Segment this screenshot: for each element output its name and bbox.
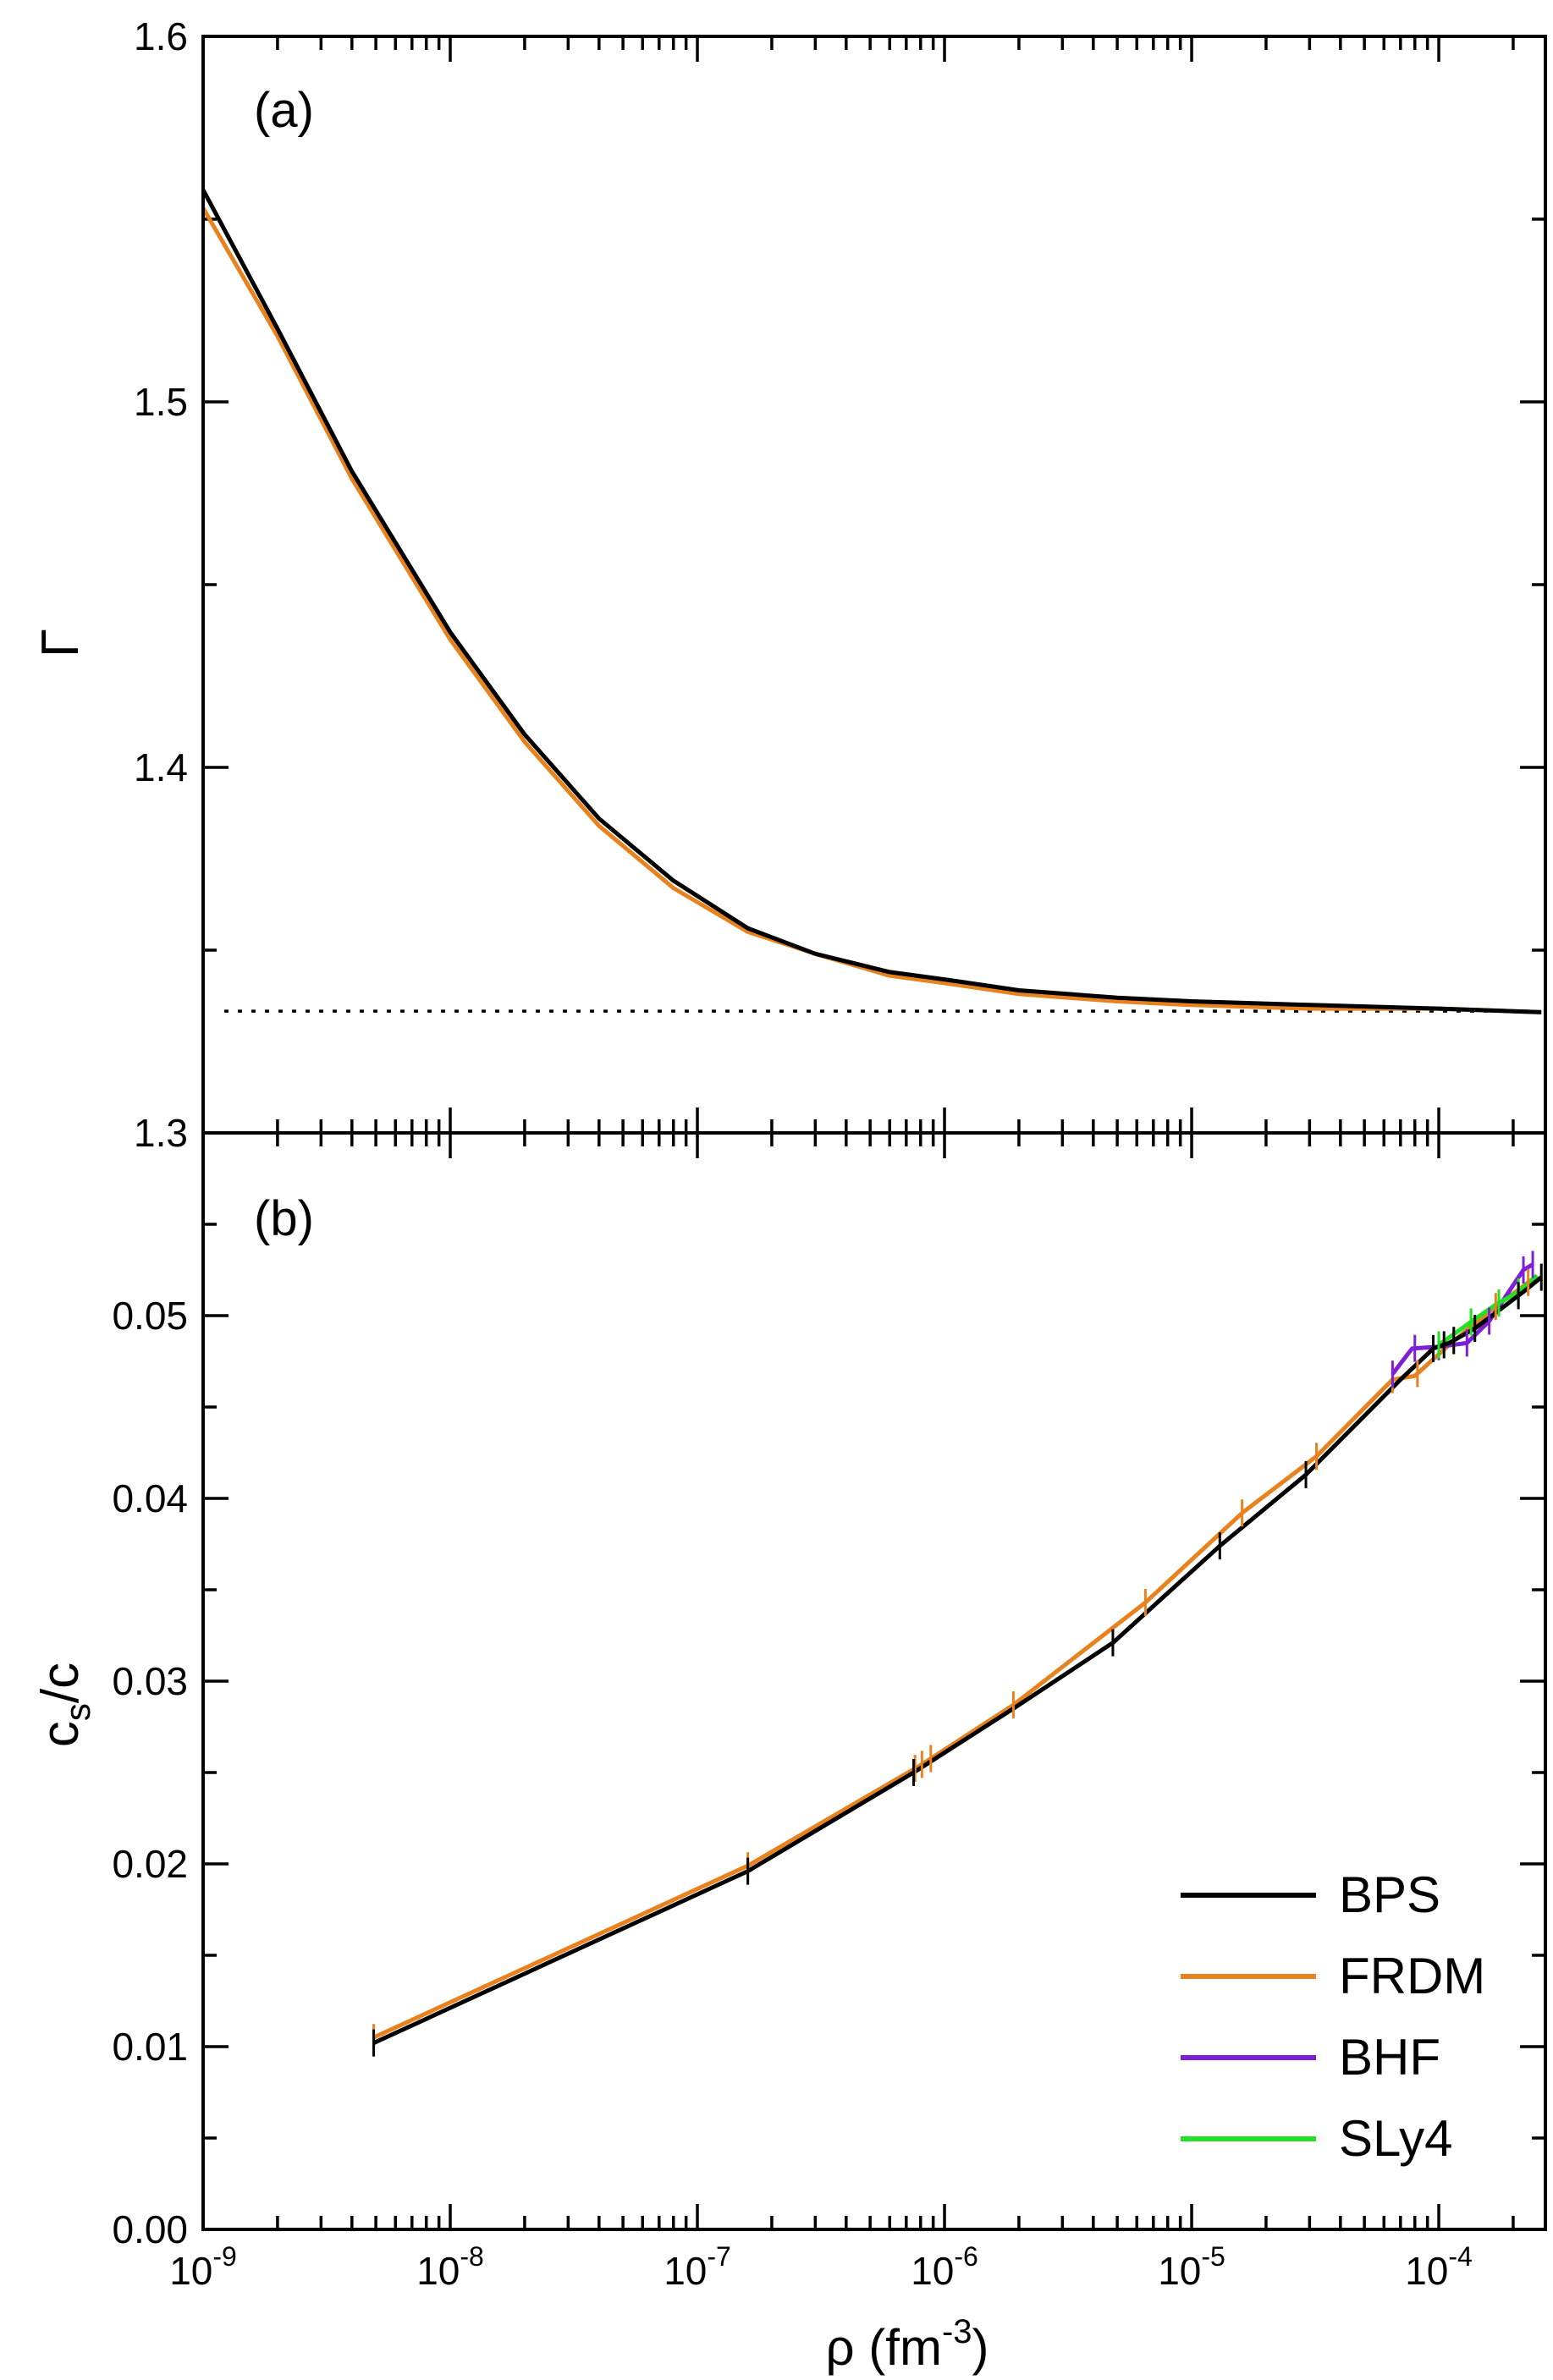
panel-b-ylabel: cs/c: [31, 1663, 97, 1747]
x-tick-label: 10-7: [664, 2241, 731, 2293]
legend: BPS FRDM BHF SLy4: [1181, 1866, 1485, 2167]
x-tick-label: 10-9: [169, 2241, 237, 2293]
y-tick-label: 0.05: [112, 1294, 188, 1338]
y-tick-label: 1.5: [134, 380, 188, 424]
x-tick-label: 10-6: [911, 2241, 978, 2293]
y-tick-label: 0.01: [112, 2025, 188, 2069]
legend-label-frdm: FRDM: [1339, 1948, 1485, 2004]
panel-b-tick-markers: [372, 1250, 1543, 2057]
panel-b: (b) cs/c 0.000.010.020.030.040.05 10-9 10…: [31, 1131, 1545, 2376]
y-tick-label: 1.4: [134, 745, 188, 789]
panel-a-label: (a): [254, 83, 314, 138]
x-tick-label: 10-8: [416, 2241, 484, 2293]
y-tick-label: 0.04: [112, 1476, 188, 1520]
y-tick-label: 0.00: [112, 2207, 188, 2251]
y-tick-label: 0.03: [112, 1659, 188, 1703]
panel-a: (a) Γ 1.3 1.4 1.5 1.6: [31, 14, 1545, 1155]
series-line-bps: [201, 189, 1542, 1014]
x-tick-label: 10-4: [1405, 2241, 1473, 2293]
y-tick-label: 0.02: [112, 1842, 188, 1886]
panel-b-frame: [201, 1131, 1547, 2231]
panel-a-ytick-labels: 1.3 1.4 1.5 1.6: [134, 14, 188, 1155]
panel-b-label: (b): [254, 1191, 314, 1246]
x-tick-label: 10-5: [1158, 2241, 1225, 2293]
panel-b-ytick-labels: 0.00 0.01 0.02 0.03 0.04 0.05: [112, 1294, 188, 2251]
y-tick-label: 1.6: [134, 14, 188, 58]
panel-a-ylabel: Γ: [31, 629, 90, 657]
x-axis-label: ρ (fm-3): [826, 2313, 989, 2376]
panel-a-series: [201, 189, 1542, 1014]
y-tick-label: 1.3: [134, 1111, 188, 1155]
legend-label-bhf: BHF: [1339, 2029, 1440, 2086]
legend-label-sly4: SLy4: [1339, 2110, 1453, 2167]
legend-label-bps: BPS: [1339, 1866, 1440, 1923]
x-tick-labels: 10-9 10-8 10-7 10-6 10-5 10-4: [169, 2241, 1473, 2293]
